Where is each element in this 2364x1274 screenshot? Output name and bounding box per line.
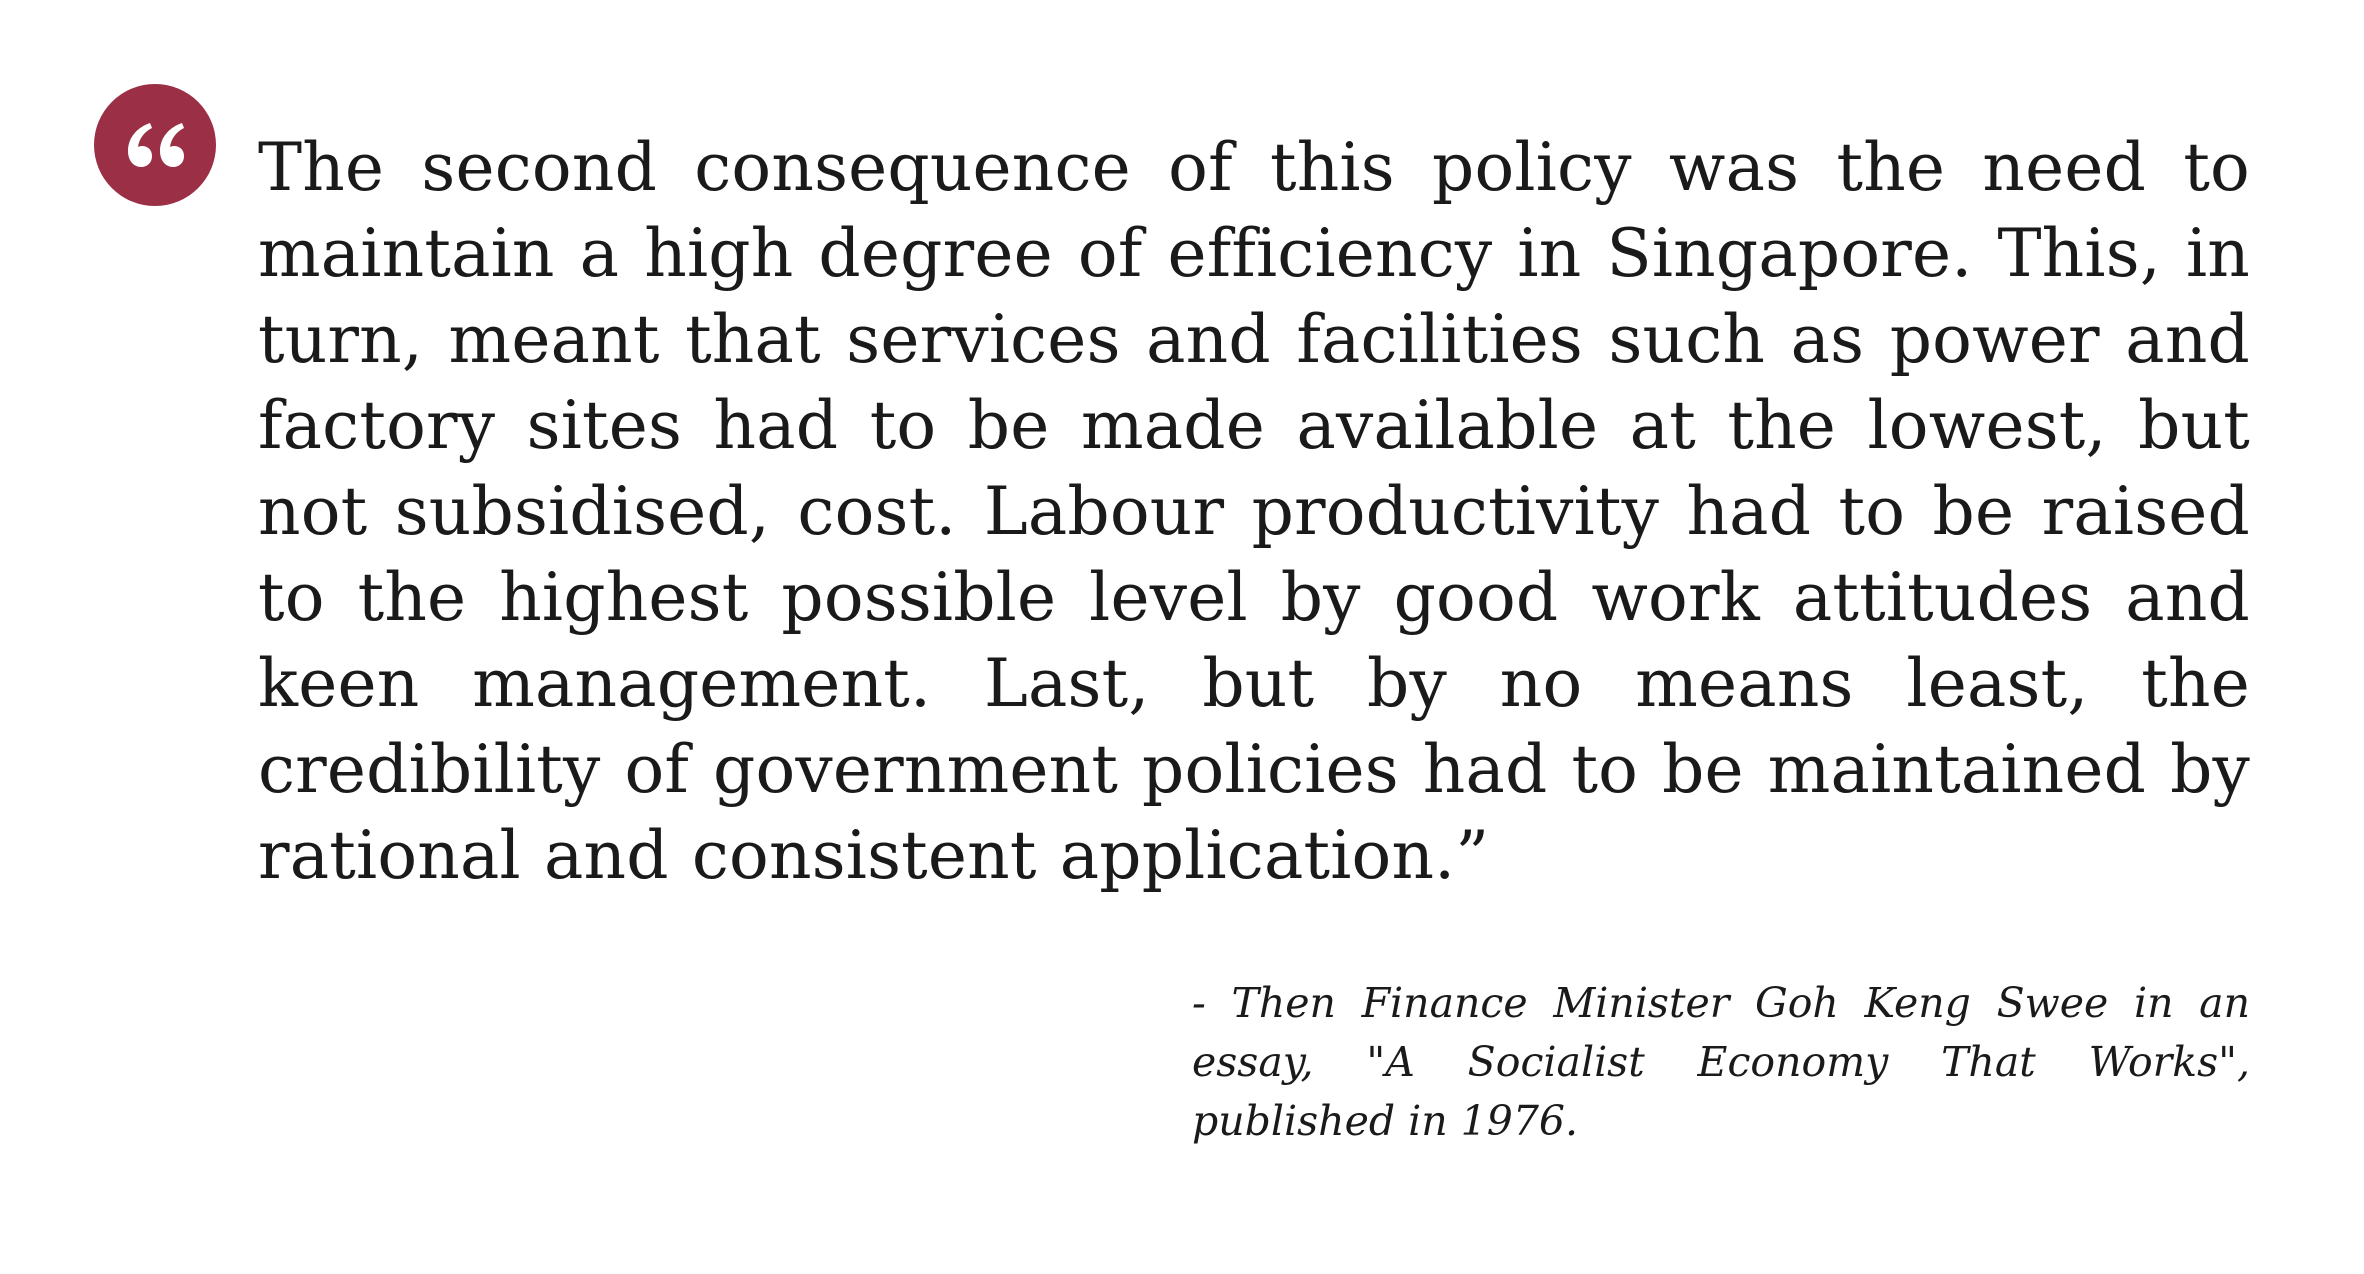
quote-attribution: - Then Finance Minister Goh Keng Swee in… xyxy=(1192,979,2250,1145)
quote-text: The second consequence of this policy wa… xyxy=(258,129,2250,894)
quote-mark-icon xyxy=(94,84,216,206)
quote-mark-glyph xyxy=(128,123,184,167)
